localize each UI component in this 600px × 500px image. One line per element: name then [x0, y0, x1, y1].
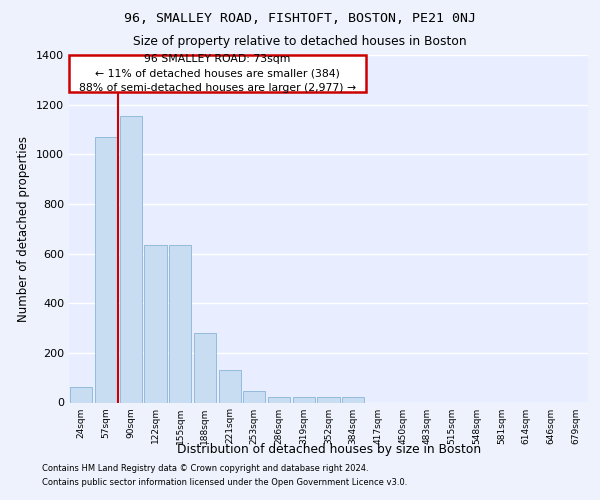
Text: Contains public sector information licensed under the Open Government Licence v3: Contains public sector information licen… — [42, 478, 407, 487]
Text: 96 SMALLEY ROAD: 73sqm
← 11% of detached houses are smaller (384)
88% of semi-de: 96 SMALLEY ROAD: 73sqm ← 11% of detached… — [79, 54, 356, 94]
Text: Distribution of detached houses by size in Boston: Distribution of detached houses by size … — [177, 442, 481, 456]
Bar — [169, 245, 191, 402]
Bar — [194, 334, 216, 402]
Bar — [69, 55, 365, 92]
Text: Contains HM Land Registry data © Crown copyright and database right 2024.: Contains HM Land Registry data © Crown c… — [42, 464, 368, 473]
Bar — [218, 370, 241, 402]
Bar — [317, 397, 340, 402]
Bar — [119, 116, 142, 403]
Bar — [268, 397, 290, 402]
Bar — [145, 245, 167, 402]
Bar — [293, 397, 315, 402]
Text: Size of property relative to detached houses in Boston: Size of property relative to detached ho… — [133, 35, 467, 48]
Bar — [243, 392, 265, 402]
Y-axis label: Number of detached properties: Number of detached properties — [17, 136, 31, 322]
Bar — [95, 137, 117, 402]
Bar — [342, 397, 364, 402]
Text: 96, SMALLEY ROAD, FISHTOFT, BOSTON, PE21 0NJ: 96, SMALLEY ROAD, FISHTOFT, BOSTON, PE21… — [124, 12, 476, 26]
Bar — [70, 387, 92, 402]
